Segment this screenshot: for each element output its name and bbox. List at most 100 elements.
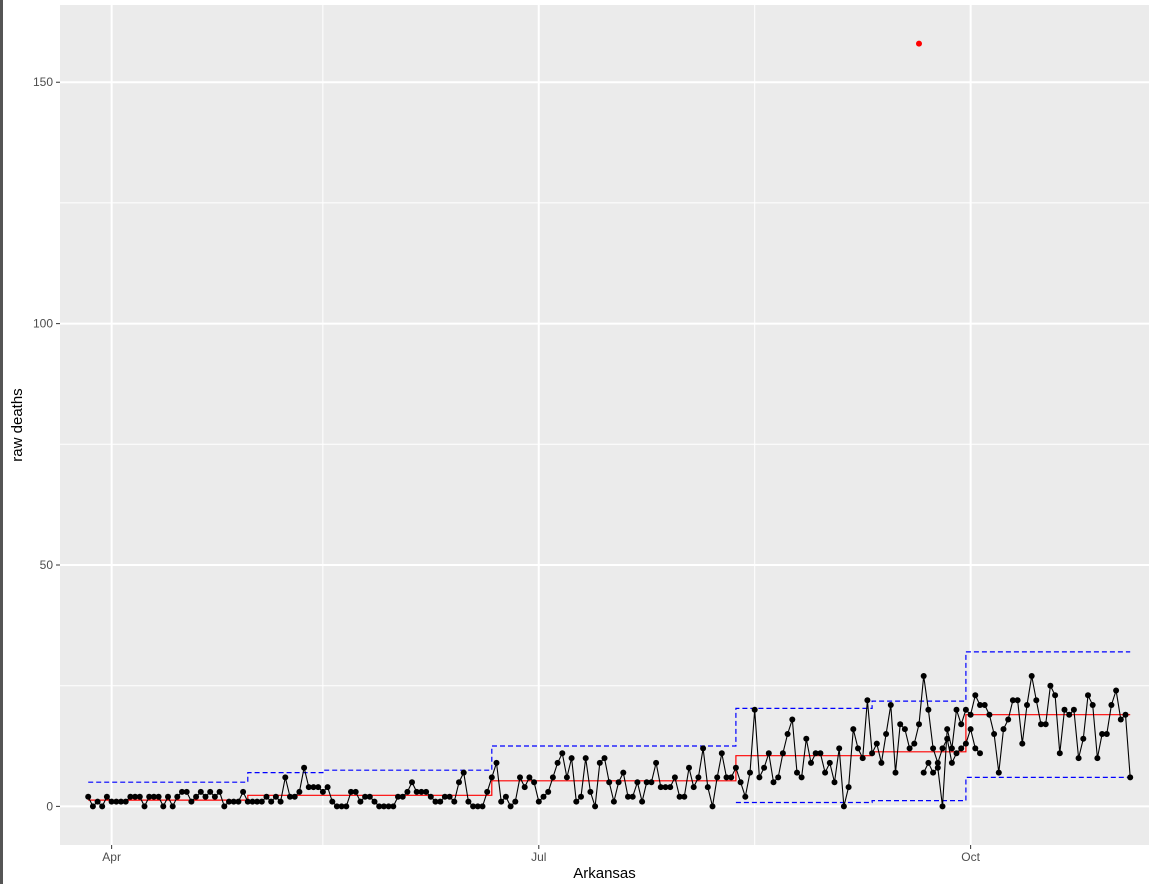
- data-point: [179, 788, 185, 795]
- data-point: [695, 774, 702, 781]
- data-point: [254, 798, 261, 805]
- control-limits: [88, 651, 1131, 804]
- data-point: [427, 793, 434, 800]
- data-point: [840, 803, 847, 810]
- data-point: [380, 803, 387, 810]
- data-point: [920, 769, 927, 776]
- data-point: [1075, 755, 1082, 762]
- data-point: [221, 803, 228, 810]
- data-point: [94, 798, 101, 805]
- data-point: [1009, 697, 1016, 704]
- data-point: [141, 803, 148, 810]
- data-point: [89, 803, 96, 810]
- data-point: [479, 803, 486, 810]
- data-point: [540, 793, 547, 800]
- data-point: [446, 793, 453, 800]
- data-point: [850, 726, 857, 733]
- data-point: [676, 793, 683, 800]
- minor-gridlines: [60, 5, 1149, 845]
- data-point: [643, 779, 650, 786]
- data-point: [423, 788, 430, 795]
- data-point: [1052, 692, 1059, 699]
- data-point: [718, 750, 725, 757]
- data-point: [1122, 711, 1129, 718]
- data-point: [704, 784, 711, 791]
- data-point: [869, 750, 876, 757]
- data-point: [493, 759, 500, 766]
- data-point: [742, 793, 749, 800]
- data-point: [315, 784, 322, 791]
- data-point: [484, 788, 491, 795]
- data-point: [972, 692, 979, 699]
- data-point: [610, 798, 617, 805]
- data-point: [1070, 706, 1077, 713]
- data-point: [859, 755, 866, 762]
- data-point: [962, 706, 969, 713]
- y-tick-label: 150: [33, 75, 53, 89]
- data-point: [653, 759, 660, 766]
- data-point: [625, 793, 631, 800]
- data-point: [502, 793, 509, 800]
- data-point: [892, 769, 899, 776]
- data-point: [1108, 702, 1115, 708]
- data-point: [272, 793, 279, 800]
- data-point: [1024, 702, 1030, 708]
- data-point: [146, 793, 153, 800]
- data-point: [305, 784, 312, 791]
- data-point: [230, 798, 237, 805]
- data-point: [263, 793, 270, 800]
- data-point: [714, 774, 721, 781]
- data-point: [568, 755, 575, 762]
- data-point: [995, 769, 1002, 776]
- data-point: [113, 798, 120, 805]
- data-point: [282, 774, 289, 781]
- data-point: [474, 803, 481, 810]
- data-point: [981, 702, 988, 708]
- data-point: [517, 774, 523, 781]
- data-point: [1099, 731, 1106, 737]
- data-point: [559, 750, 566, 757]
- data-point: [930, 769, 937, 776]
- data-point: [329, 798, 336, 805]
- data-point: [916, 721, 922, 728]
- data-point: [193, 793, 200, 800]
- data-point: [709, 803, 716, 810]
- data-point: [723, 774, 730, 781]
- data-point: [226, 798, 232, 805]
- data-point: [108, 798, 115, 805]
- data-point: [216, 788, 223, 795]
- data-point: [456, 779, 462, 786]
- data-point: [906, 745, 913, 752]
- data-point: [901, 726, 908, 733]
- data-point: [845, 784, 852, 791]
- data-point: [432, 798, 439, 805]
- data-point: [409, 779, 415, 786]
- data-point: [789, 716, 796, 723]
- data-point: [521, 784, 528, 791]
- data-point: [390, 803, 397, 810]
- data-point: [441, 793, 448, 800]
- data-point: [855, 745, 861, 752]
- data-point: [376, 803, 383, 810]
- data-point: [197, 788, 204, 795]
- data-point: [775, 774, 782, 781]
- data-point: [596, 759, 603, 766]
- data-point: [761, 764, 768, 771]
- data-point: [103, 793, 110, 800]
- data-point: [488, 774, 495, 781]
- data-point: [1019, 740, 1026, 747]
- data-point: [169, 803, 176, 810]
- data-point: [99, 803, 106, 810]
- data-point: [150, 793, 157, 800]
- y-tick-label: 100: [33, 317, 53, 331]
- data-point: [287, 793, 293, 800]
- data-point: [765, 750, 772, 757]
- data-point: [174, 793, 181, 800]
- data-point: [671, 774, 678, 781]
- data-point: [977, 750, 983, 757]
- data-point: [972, 745, 979, 752]
- data-point: [573, 798, 580, 805]
- data-point: [920, 673, 927, 679]
- data-point: [413, 788, 420, 795]
